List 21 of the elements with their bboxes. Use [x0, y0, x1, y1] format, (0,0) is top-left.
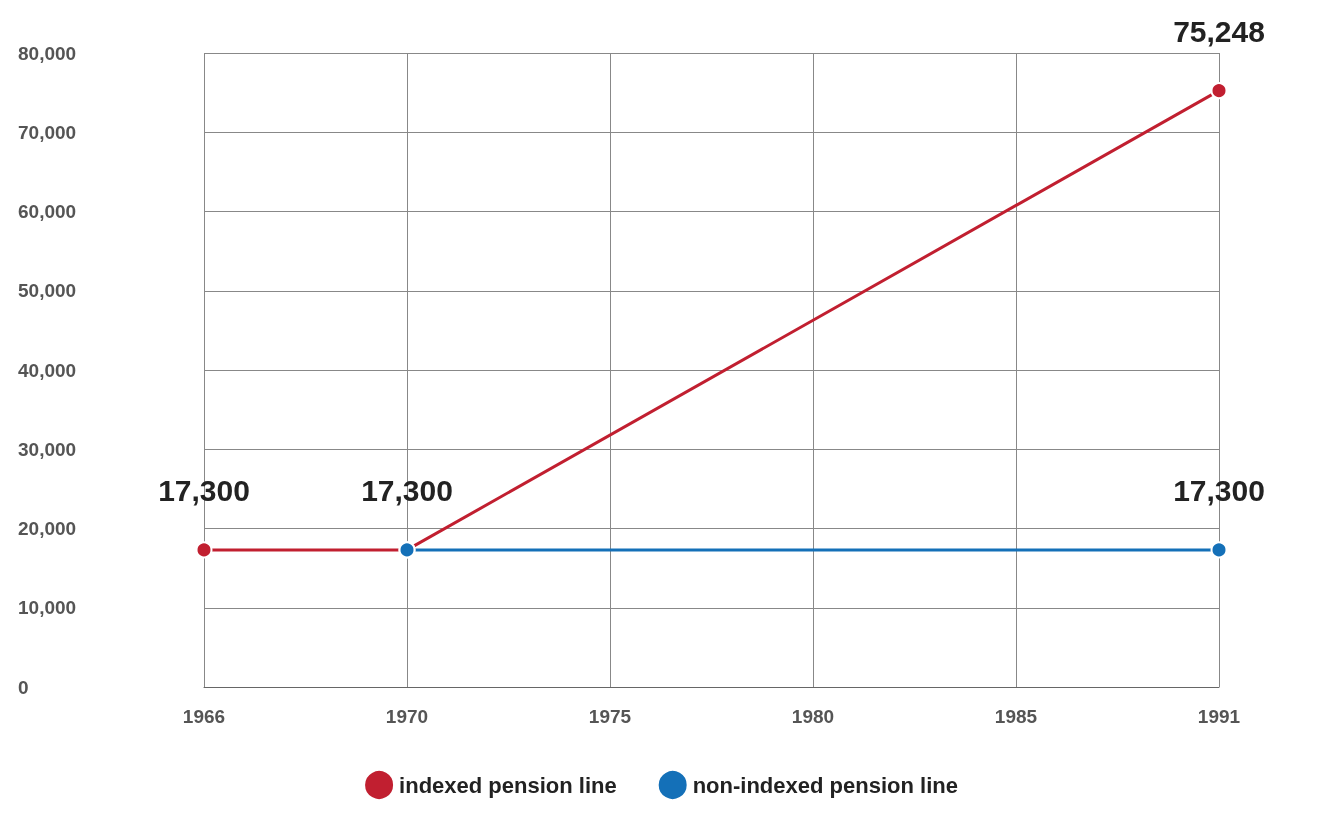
y-tick-label: 60,000 [18, 201, 77, 222]
x-tick-label: 1980 [791, 706, 835, 727]
x-tick-label: 1991 [1197, 706, 1241, 727]
y-tick-label: 80,000 [18, 42, 77, 64]
legend-label: indexed pension line [399, 772, 617, 798]
y-tick-label: 30,000 [18, 438, 77, 460]
y-tick-label: 10,000 [18, 597, 77, 619]
y-tick-label: 70,000 [18, 121, 77, 143]
data-label: 17,300 [361, 473, 453, 507]
data-label: 17,300 [1173, 473, 1265, 507]
y-tick-label: 40,000 [18, 359, 77, 381]
data-label: 17,300 [158, 473, 250, 507]
y-tick-label: 50,000 [18, 280, 77, 302]
x-tick-label: 1966 [182, 706, 226, 727]
y-tick-label: 0 [18, 676, 29, 698]
x-tick-label: 1970 [385, 706, 429, 727]
data-label: 75,248 [1173, 14, 1265, 48]
x-tick-label: 1985 [994, 706, 1038, 727]
x-tick-label: 1975 [588, 706, 632, 727]
y-tick-label: 20,000 [18, 518, 77, 539]
legend-label: non-indexed pension line [692, 772, 958, 798]
